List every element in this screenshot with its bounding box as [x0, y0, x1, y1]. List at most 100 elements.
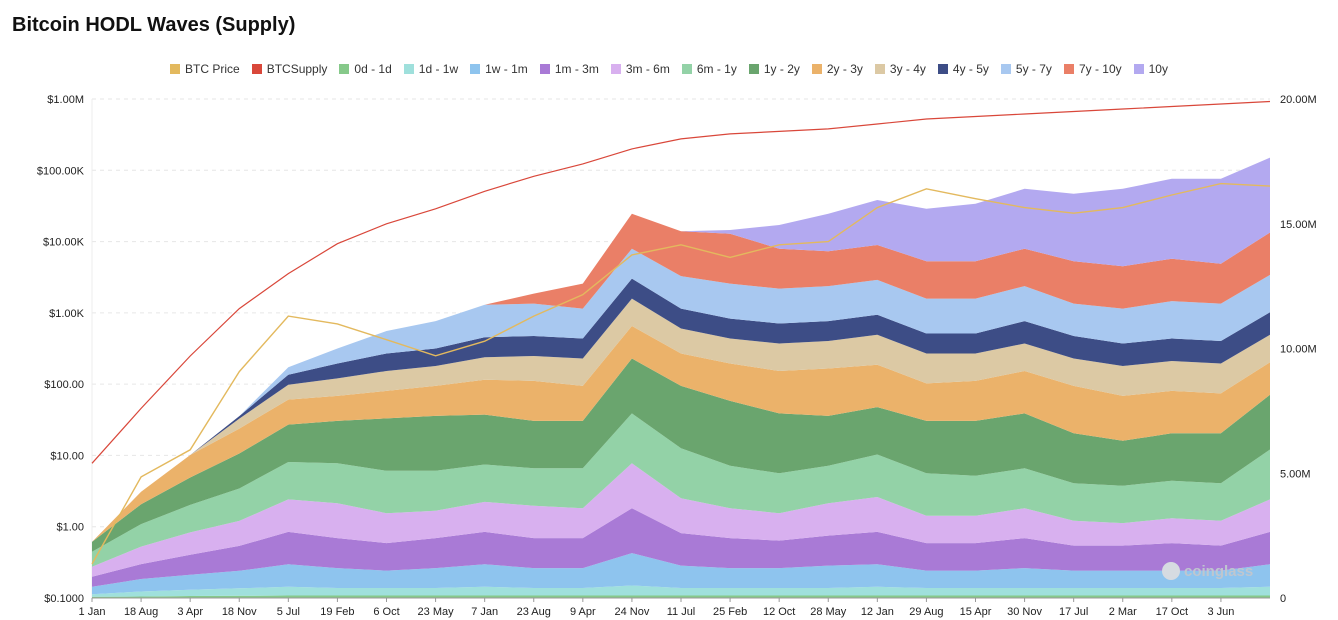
area-1w-1m: [92, 553, 1270, 595]
x-tick-label: 7 Jan: [471, 606, 498, 618]
area-10y: [92, 157, 1270, 542]
x-tick-label: 23 May: [418, 606, 455, 618]
legend-label: 6m - 1y: [696, 62, 737, 76]
x-tick-label: 19 Feb: [320, 606, 354, 618]
area-6m-1y: [92, 413, 1270, 567]
age-band-areas: [92, 157, 1270, 598]
x-tick-label: 15 Apr: [960, 606, 992, 618]
legend-item-4y-5y[interactable]: 4y - 5y: [937, 62, 989, 76]
left-tick-label: $1.00: [56, 522, 84, 534]
legend-swatch: [874, 64, 885, 74]
right-tick-label: 0: [1280, 593, 1286, 605]
legend-swatch: [403, 64, 414, 74]
x-tick-label: 3 Jun: [1207, 606, 1234, 618]
area-0d-1d: [92, 595, 1270, 598]
legend-item-btc-price[interactable]: BTC Price: [170, 62, 240, 76]
legend-swatch: [1000, 64, 1011, 74]
legend-swatch: [539, 64, 550, 74]
x-tick-label: 2 Mar: [1109, 606, 1137, 618]
area-1y-2y: [92, 358, 1270, 552]
area-5y-7y: [92, 248, 1270, 542]
legend-item-2y-3y[interactable]: 2y - 3y: [811, 62, 863, 76]
legend-swatch: [170, 64, 181, 74]
watermark: coinglass: [1162, 562, 1253, 580]
area-1d-1w: [92, 585, 1270, 597]
x-tick-label: 29 Aug: [909, 606, 943, 618]
legend-swatch: [251, 64, 262, 74]
legend-label: 1m - 3m: [554, 62, 599, 76]
legend-item-1m-3m[interactable]: 1m - 3m: [539, 62, 599, 76]
legend-label: 0d - 1d: [354, 62, 392, 76]
legend-swatch: [811, 64, 822, 74]
legend-swatch: [1063, 64, 1074, 74]
legend-label: 7y - 10y: [1078, 62, 1122, 76]
x-tick-label: 17 Jul: [1059, 606, 1088, 618]
area-7y-10y: [92, 213, 1270, 542]
left-axis-ticks: $0.1000 $1.00 $10.00 $100.00 $1.00K $10.00K $1…: [37, 94, 85, 605]
x-tick-label: 28 May: [810, 606, 847, 618]
legend-swatch: [681, 64, 692, 74]
legend-item-1y-2y[interactable]: 1y - 2y: [748, 62, 800, 76]
btc-supply-line: [91, 100, 1271, 464]
legend-swatch: [339, 64, 350, 74]
chart-title: Bitcoin HODL Waves (Supply): [12, 14, 296, 36]
legend-item-btcsupply[interactable]: BTCSupply: [251, 62, 328, 76]
area-2y-3y: [92, 326, 1270, 542]
legend-label: 1w - 1m: [485, 62, 528, 76]
x-tick-label: 5 Jul: [277, 606, 300, 618]
left-tick-label: $10.00: [50, 450, 84, 462]
x-tick-label: 9 Apr: [570, 606, 596, 618]
x-tick-label: 24 Nov: [614, 606, 649, 618]
btc-price-line: [91, 182, 1271, 565]
left-tick-label: $100.00K: [37, 165, 85, 177]
x-tick-label: 3 Apr: [177, 606, 203, 618]
x-tick-label: 1 Jan: [79, 606, 106, 618]
legend-swatch: [748, 64, 759, 74]
watermark-text: coinglass: [1184, 563, 1254, 580]
legend-swatch: [937, 64, 948, 74]
left-tick-label: $0.1000: [44, 593, 84, 605]
legend-item-1d-1w[interactable]: 1d - 1w: [403, 62, 459, 76]
legend-item-0d-1d[interactable]: 0d - 1d: [339, 62, 392, 76]
legend-label: 1y - 2y: [763, 62, 800, 76]
legend-item-3m-6m[interactable]: 3m - 6m: [610, 62, 670, 76]
legend-label: BTCSupply: [266, 62, 328, 76]
x-tick-label: 23 Aug: [517, 606, 551, 618]
legend-swatch: [470, 64, 481, 74]
x-tick-label: 25 Feb: [713, 606, 747, 618]
legend-label: 3m - 6m: [625, 62, 670, 76]
legend-item-1w-1m[interactable]: 1w - 1m: [470, 62, 528, 76]
left-tick-label: $1.00K: [49, 308, 85, 320]
left-tick-label: $1.00M: [47, 94, 84, 106]
legend-swatch: [1133, 64, 1144, 74]
x-tick-label: 18 Aug: [124, 606, 158, 618]
area-3y-4y: [92, 298, 1270, 542]
area-3m-6m: [92, 463, 1270, 577]
legend-label: 4y - 5y: [952, 62, 989, 76]
legend-item-10y[interactable]: 10y: [1133, 62, 1168, 76]
x-tick-label: 12 Jan: [861, 606, 894, 618]
x-tick-label: 17 Oct: [1156, 606, 1188, 618]
legend-swatch: [610, 64, 621, 74]
overlay-lines: [91, 100, 1271, 565]
legend-label: 2y - 3y: [826, 62, 863, 76]
legend-label: 1d - 1w: [418, 62, 459, 76]
x-tick-label: 18 Nov: [222, 606, 257, 618]
left-tick-label: $10.00K: [43, 237, 85, 249]
chart-legend: BTC Price BTCSupply 0d - 1d 1d - 1w 1w - 1m 1…: [0, 62, 1338, 76]
coinglass-logo-icon: [1162, 562, 1180, 580]
area-4y-5y: [92, 278, 1270, 542]
legend-item-5y-7y[interactable]: 5y - 7y: [1000, 62, 1052, 76]
area-1m-3m: [92, 508, 1270, 587]
x-tick-label: 12 Oct: [763, 606, 795, 618]
right-tick-label: 15.00M: [1280, 219, 1317, 231]
legend-item-7y-10y[interactable]: 7y - 10y: [1063, 62, 1122, 76]
x-tick-label: 6 Oct: [373, 606, 399, 618]
legend-label: 3y - 4y: [889, 62, 926, 76]
x-axis-ticks: 1 Jan 18 Aug 3 Apr 18 Nov 5 Jul 19 Feb 6 Oct 23…: [79, 598, 1234, 618]
legend-item-3y-4y[interactable]: 3y - 4y: [874, 62, 926, 76]
right-tick-label: 20.00M: [1280, 94, 1317, 106]
x-tick-label: 30 Nov: [1007, 606, 1042, 618]
legend-item-6m-1y[interactable]: 6m - 1y: [681, 62, 737, 76]
